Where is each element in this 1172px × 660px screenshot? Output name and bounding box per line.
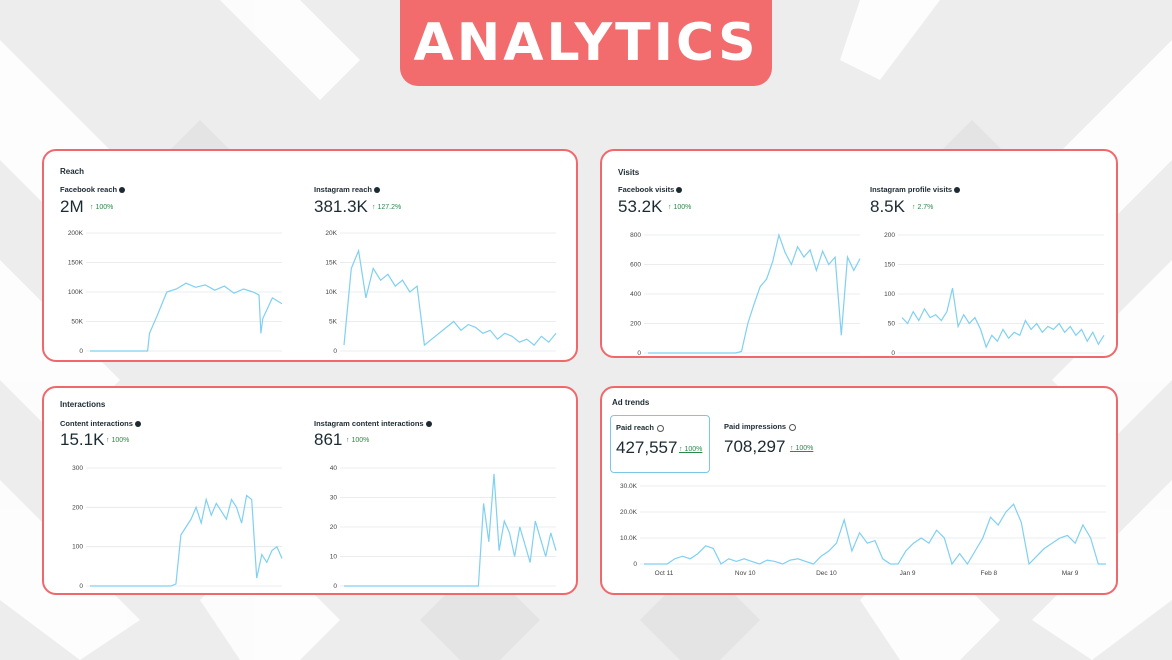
info-icon[interactable] — [425, 421, 432, 428]
interactions-panel: Interactions Content interactions 15.1K … — [42, 386, 578, 595]
instagram-profile-visits-value: 8.5K — [870, 197, 905, 216]
instagram-profile-visits-chart: 200 150 100 50 0 — [884, 232, 1105, 357]
y-tick-label: 0 — [891, 350, 895, 357]
y-tick-label: 40 — [330, 465, 338, 472]
series-line — [648, 232, 861, 354]
y-tick-label: 100K — [68, 289, 84, 296]
info-icon[interactable] — [134, 421, 141, 428]
y-tick-label: 100 — [72, 544, 83, 551]
y-tick-label: 150K — [68, 260, 84, 267]
series-line — [343, 248, 557, 347]
y-tick-label: 200K — [68, 230, 84, 237]
x-tick-label: Dec 10 — [816, 570, 837, 577]
content-interactions-label: Content interactions — [60, 419, 141, 428]
y-tick-label: 800 — [630, 232, 641, 239]
info-icon[interactable] — [789, 423, 797, 431]
instagram-reach-value: 381.3K — [314, 197, 368, 216]
y-tick-label: 200 — [630, 321, 641, 328]
facebook-reach-chart: 200K 150K 100K 50K 0 — [68, 230, 283, 355]
facebook-reach-value: 2M — [60, 197, 84, 216]
y-tick-label: 0 — [79, 583, 83, 590]
facebook-visits-value: 53.2K — [618, 197, 663, 216]
paid-reach-card[interactable]: Paid reach 427,557 ↑ 100% — [610, 415, 710, 473]
y-tick-label: 0 — [333, 583, 337, 590]
y-tick-label: 10.0K — [620, 535, 638, 542]
paid-impressions-label: Paid impressions — [724, 422, 797, 431]
info-icon[interactable] — [676, 187, 683, 194]
y-tick-label: 30.0K — [620, 483, 638, 490]
y-tick-label: 0 — [633, 561, 637, 568]
y-tick-label: 100 — [884, 291, 895, 298]
series-line — [90, 494, 283, 587]
x-tick-label: Nov 10 — [735, 570, 756, 577]
y-tick-label: 20K — [325, 230, 337, 237]
y-tick-label: 50K — [71, 319, 83, 326]
x-tick-label: Oct 11 — [655, 570, 674, 577]
instagram-reach-chart: 20K 15K 10K 5K 0 — [325, 230, 557, 355]
y-tick-label: 0 — [333, 348, 337, 355]
instagram-content-interactions-label: Instagram content interactions — [314, 419, 432, 428]
banner-title: ANALYTICS — [413, 13, 759, 73]
facebook-visits-change: ↑ 100% — [668, 204, 692, 211]
content-interactions-value: 15.1K — [60, 430, 105, 449]
series-line — [644, 503, 1106, 566]
info-icon[interactable] — [373, 187, 380, 194]
y-tick-label: 5K — [329, 319, 338, 326]
reach-title: Reach — [60, 167, 85, 176]
x-tick-label: Mar 9 — [1062, 570, 1079, 577]
visits-panel: Visits Facebook visits 53.2K ↑ 100% Inst… — [600, 149, 1118, 358]
instagram-profile-visits-label: Instagram profile visits — [870, 185, 961, 194]
series-line — [901, 287, 1105, 349]
paid-impressions-value: 708,297 — [724, 437, 786, 456]
paid-reach-change: ↑ 100% — [679, 446, 703, 453]
y-tick-label: 10 — [330, 554, 338, 561]
y-tick-label: 200 — [884, 232, 895, 239]
y-tick-label: 10K — [325, 289, 337, 296]
y-tick-label: 200 — [72, 504, 83, 511]
y-tick-label: 400 — [630, 291, 641, 298]
reach-panel: Reach Facebook reach 2M ↑ 100% Instagram… — [42, 149, 578, 362]
ad-trends-title: Ad trends — [612, 398, 650, 407]
y-tick-label: 20 — [330, 524, 338, 531]
instagram-content-interactions-chart: 40 30 20 10 0 — [330, 465, 557, 590]
series-line — [344, 473, 557, 587]
facebook-reach-label: Facebook reach — [60, 185, 126, 194]
y-tick-label: 15K — [325, 260, 337, 267]
instagram-reach-label: Instagram reach — [314, 185, 380, 194]
y-tick-label: 50 — [888, 321, 896, 328]
paid-impressions-change: ↑ 100% — [790, 445, 814, 452]
facebook-visits-chart: 800 600 400 200 0 — [630, 232, 861, 357]
info-icon[interactable] — [954, 187, 961, 194]
series-line — [90, 282, 283, 352]
paid-reach-value: 427,557 — [616, 438, 678, 457]
content-interactions-chart: 300 200 100 0 — [72, 465, 283, 590]
paid-reach-label: Paid reach — [616, 423, 664, 432]
content-interactions-change: ↑ 100% — [106, 437, 130, 444]
x-tick-label: Feb 8 — [980, 570, 997, 577]
analytics-banner: ANALYTICS — [400, 0, 772, 86]
instagram-content-interactions-change: ↑ 100% — [346, 437, 370, 444]
instagram-profile-visits-change: ↑ 2.7% — [912, 204, 934, 211]
info-icon[interactable] — [656, 424, 664, 432]
facebook-reach-change: ↑ 100% — [90, 204, 114, 211]
y-tick-label: 600 — [630, 262, 641, 269]
y-tick-label: 0 — [637, 350, 641, 357]
info-icon[interactable] — [119, 187, 126, 194]
instagram-reach-change: ↑ 127.2% — [372, 204, 402, 211]
y-tick-label: 30 — [330, 495, 338, 502]
y-tick-label: 150 — [884, 262, 895, 269]
y-tick-label: 300 — [72, 465, 83, 472]
instagram-content-interactions-value: 861 — [314, 430, 343, 449]
paid-reach-chart: 30.0K 20.0K 10.0K 0 Oct 11 Nov 10 Dec 10 Jan 9 F… — [620, 483, 1106, 577]
ad-trends-panel: Ad trends Paid reach 427,557 ↑ 100% Paid… — [600, 386, 1118, 595]
x-tick-label: Jan 9 — [900, 570, 916, 577]
y-tick-label: 20.0K — [620, 509, 638, 516]
facebook-visits-label: Facebook visits — [618, 185, 683, 194]
visits-title: Visits — [618, 168, 640, 177]
interactions-title: Interactions — [60, 400, 106, 409]
y-tick-label: 0 — [79, 348, 83, 355]
